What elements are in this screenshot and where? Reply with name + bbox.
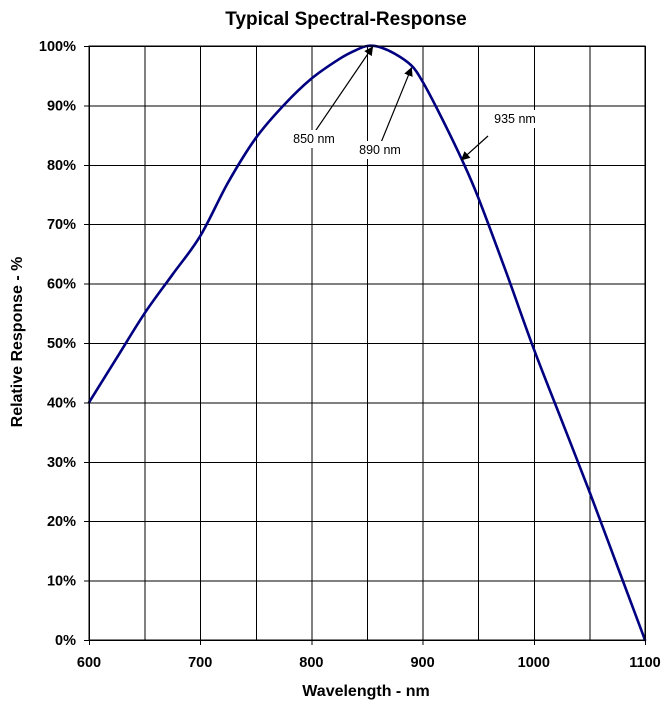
annotation-arrow	[379, 66, 413, 146]
spectral-response-line	[87, 44, 647, 642]
x-tick-label: 700	[188, 655, 212, 671]
y-tick-label: 60%	[47, 277, 76, 293]
annotations: 850 nm 890 nm 935 nm	[287, 46, 542, 161]
x-axis-label: Wavelength - nm	[302, 683, 429, 700]
x-tick-label: 1000	[518, 655, 550, 671]
y-tick-label: 100%	[39, 39, 76, 55]
y-tick-label: 30%	[47, 455, 76, 471]
annotation-label-box	[488, 110, 542, 128]
annotation-arrow	[313, 46, 374, 134]
y-tick-label: 90%	[47, 98, 76, 114]
x-tick-label: 900	[410, 655, 434, 671]
y-tick-label: 80%	[47, 158, 76, 174]
annotation-label: 850 nm	[293, 132, 335, 146]
axis-ticks: 0% 10% 20% 30% 40% 50% 60% 70% 80% 90% 100% 600 700 8…	[39, 39, 661, 671]
y-tick-label: 0%	[55, 633, 76, 649]
annotation-label: 935 nm	[494, 112, 536, 126]
grid-lines	[89, 46, 646, 641]
y-axis-label: Relative Response - %	[9, 257, 26, 428]
x-tick-label: 600	[77, 655, 101, 671]
y-tick-label: 20%	[47, 514, 76, 530]
x-tick-label: 800	[299, 655, 323, 671]
annotation-label: 890 nm	[359, 143, 401, 157]
annotation-label-box	[353, 141, 407, 159]
annotation-label-box	[287, 130, 341, 148]
y-tick-label: 70%	[47, 217, 76, 233]
annotation-arrow	[460, 135, 489, 161]
y-tick-label: 40%	[47, 395, 76, 411]
y-tick-label: 50%	[47, 336, 76, 352]
y-tick-label: 10%	[47, 574, 76, 590]
data-series	[87, 44, 647, 642]
x-tick-label: 1100	[629, 655, 660, 671]
chart-title: Typical Spectral-Response	[225, 9, 466, 30]
